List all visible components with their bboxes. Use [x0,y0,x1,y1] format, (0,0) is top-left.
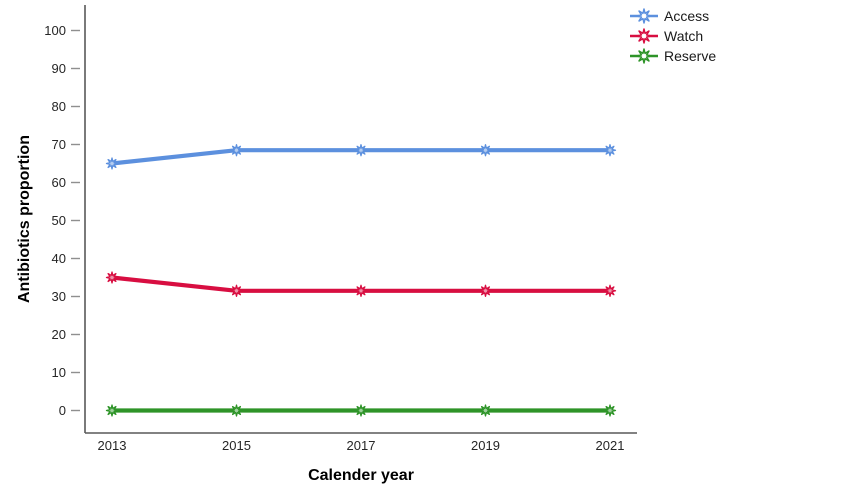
legend-marker-icon [630,28,658,44]
data-marker-watch [354,284,368,297]
y-tick-label: 30 [52,289,66,304]
y-tick-label: 90 [52,61,66,76]
y-axis-title: Antibiotics proportion [16,135,33,303]
data-marker-watch [105,271,119,284]
legend-item-reserve: Reserve [630,46,716,66]
legend-marker-icon [630,48,658,64]
legend-marker-star [636,8,652,24]
y-tick-label: 40 [52,251,66,266]
x-tick-label: 2017 [347,438,376,453]
data-marker-access [105,157,119,170]
legend-marker-star [636,28,652,44]
x-axis-title: Calender year [308,467,414,484]
x-tick-label: 2013 [98,438,127,453]
data-marker-watch [479,284,492,297]
data-marker-access [230,144,243,157]
x-tick-label: 2019 [471,438,500,453]
y-tick-label: 10 [52,365,66,380]
x-tick-label: 2021 [596,438,625,453]
data-marker-watch [603,284,617,297]
y-tick-label: 100 [44,23,66,38]
y-tick-label: 50 [52,213,66,228]
legend: Access Watch Reserve [630,6,716,66]
data-marker-watch [230,284,243,297]
legend-marker-star [636,48,652,64]
legend-label: Reserve [664,48,717,64]
data-marker-access [354,144,368,157]
y-tick-label: 80 [52,99,66,114]
data-marker-reserve [230,404,243,417]
y-tick-label: 60 [52,175,66,190]
y-tick-label: 70 [52,137,66,152]
x-tick-label: 2015 [222,438,251,453]
legend-label: Watch [664,28,704,44]
data-marker-access [603,144,617,157]
data-marker-reserve [105,404,119,417]
legend-marker-icon [630,8,658,24]
legend-item-watch: Watch [630,26,716,46]
data-marker-access [479,144,492,157]
y-tick-label: 0 [59,403,66,418]
legend-item-access: Access [630,6,716,26]
legend-label: Access [664,8,710,24]
data-marker-reserve [479,404,492,417]
y-tick-label: 20 [52,327,66,342]
data-marker-reserve [603,404,617,417]
data-marker-reserve [354,404,368,417]
